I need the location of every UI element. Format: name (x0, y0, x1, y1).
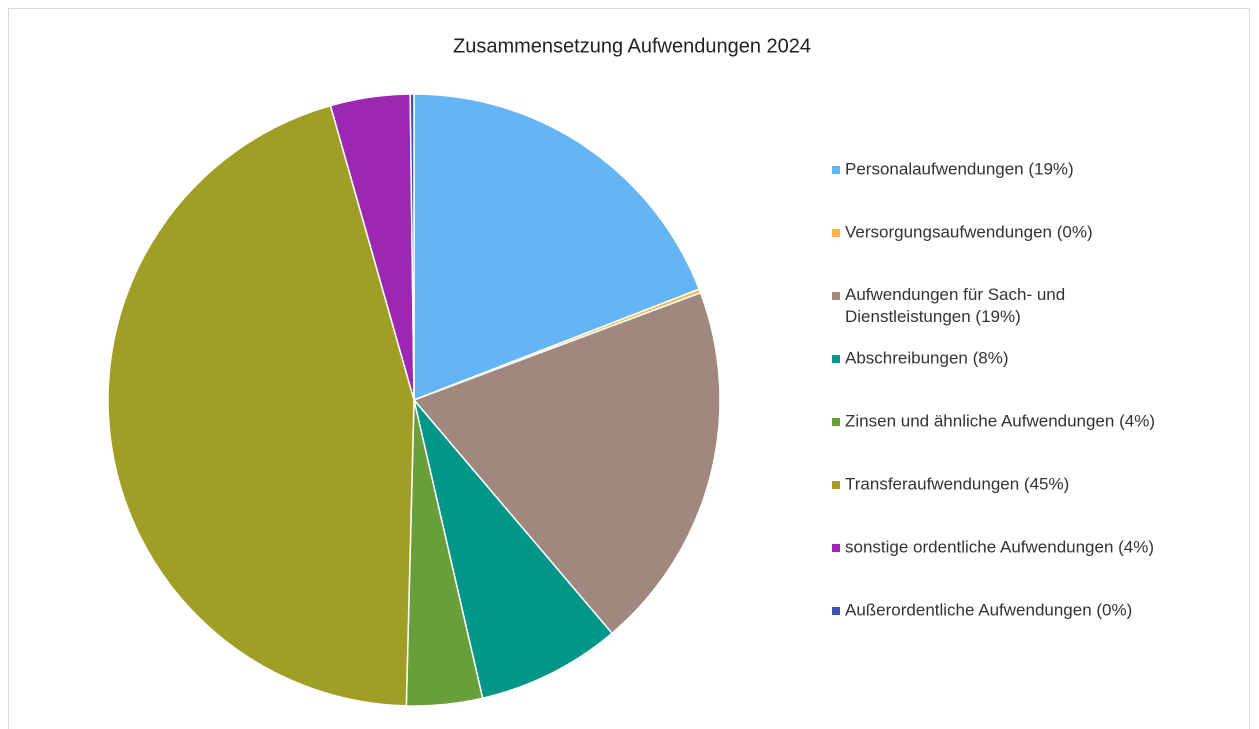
pie-slice (412, 291, 721, 635)
pie-slice (409, 93, 415, 401)
pie-slice (413, 93, 701, 402)
pie-slice (413, 399, 614, 700)
chart-border (8, 8, 1250, 729)
pie-slice (107, 104, 415, 707)
legend-marker (832, 481, 840, 489)
legend-label: Außerordentliche Aufwendungen (0%) (845, 600, 1132, 619)
legend-label: Versorgungsaufwendungen (0%) (845, 222, 1093, 241)
chart-title: Zusammensetzung Aufwendungen 2024 (453, 35, 811, 57)
legend-marker (832, 166, 840, 174)
legend-label: Personalaufwendungen (19%) (845, 159, 1074, 178)
legend-label: sonstige ordentliche Aufwendungen (4%) (845, 537, 1154, 556)
legend-marker (832, 607, 840, 615)
legend-marker (832, 418, 840, 426)
legend-label: Abschreibungen (8%) (845, 348, 1008, 367)
legend-marker (832, 544, 840, 552)
legend-label: Zinsen und ähnliche Aufwendungen (4%) (845, 411, 1155, 430)
legend-marker (832, 229, 840, 237)
legend-label: Aufwendungen für Sach- und Dienstleistung… (845, 285, 1065, 326)
legend-marker (832, 355, 840, 363)
legend-label: Transferaufwendungen (45%) (845, 474, 1069, 493)
legend-marker (832, 292, 840, 300)
